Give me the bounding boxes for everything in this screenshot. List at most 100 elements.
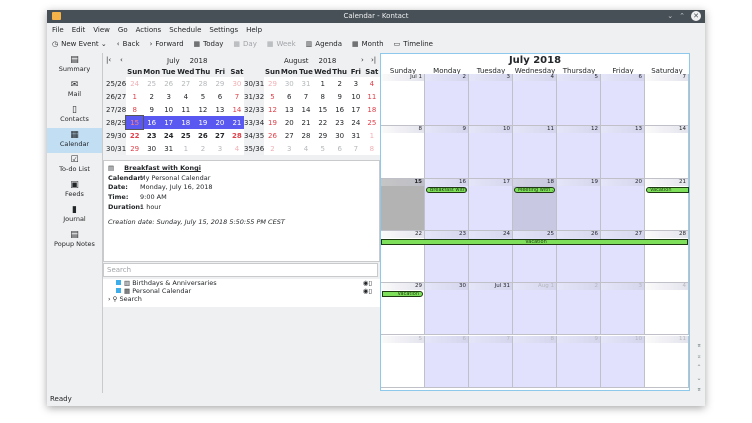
day-cell[interactable]: 11 (645, 335, 689, 388)
week-button[interactable]: ▦ Week (267, 40, 296, 48)
day-cell[interactable]: 22 (314, 116, 332, 129)
day-cell[interactable]: 13 (601, 126, 645, 179)
day-cell[interactable]: 30 (280, 77, 298, 90)
day-cell[interactable]: 30 (143, 142, 161, 155)
day-cell[interactable]: 6 (601, 74, 645, 127)
sidebar-item-calendar[interactable]: ▦ Calendar (47, 128, 102, 153)
week-number[interactable]: 34/35 (244, 129, 265, 142)
menu-help[interactable]: Help (246, 26, 263, 34)
day-cell[interactable]: 15 (314, 103, 332, 116)
prev-month-icon[interactable]: ‹ (120, 56, 123, 64)
maximize-icon[interactable]: ⌃ (679, 12, 685, 20)
sidebar-item-mail[interactable]: ✉ Mail (47, 78, 102, 103)
day-cell[interactable]: 28 (228, 129, 246, 142)
day-cell[interactable]: 15 (381, 178, 425, 231)
day-cell[interactable]: 11 (363, 90, 380, 103)
day-cell[interactable]: 2 (143, 90, 161, 103)
day-cell[interactable]: 19 (194, 116, 212, 129)
day-cell[interactable]: 5 (314, 142, 332, 155)
week-number[interactable]: 30/31 (244, 77, 265, 90)
day-cell[interactable]: Jul 1 (381, 74, 425, 127)
week-number[interactable]: 29/30 (106, 129, 127, 142)
day-cell[interactable]: 26 (264, 129, 281, 142)
menu-edit[interactable]: Edit (71, 26, 86, 34)
day-cell[interactable]: 13 (211, 103, 229, 116)
day-cell[interactable]: 17 (347, 103, 364, 116)
day-cell[interactable]: 31 (297, 77, 315, 90)
event-vacation[interactable]: Vacation (381, 238, 688, 245)
day-cell[interactable]: 3 (601, 283, 645, 336)
next-month-icon[interactable]: › (361, 56, 364, 64)
year[interactable]: 2018 (318, 57, 337, 65)
day-cell[interactable]: 11 (513, 126, 557, 179)
day-cell[interactable]: 6 (211, 90, 229, 103)
event-vacation[interactable]: Vacation (382, 291, 423, 298)
day-cell[interactable]: 23 (143, 129, 161, 142)
day-cell[interactable]: 30 (331, 129, 348, 142)
day-cell[interactable]: 2 (425, 74, 469, 127)
menu-file[interactable]: File (52, 26, 64, 34)
day-cell[interactable]: 21 (228, 116, 246, 129)
next-icon[interactable]: ⌄ (696, 375, 702, 382)
day-cell[interactable]: 12 (264, 103, 281, 116)
day-cell[interactable]: 3 (347, 77, 364, 90)
day-cell[interactable]: 6 (331, 142, 348, 155)
month-name[interactable]: August (284, 57, 309, 65)
week-number[interactable]: 33/34 (244, 116, 265, 129)
day-cell[interactable]: 7 (469, 335, 513, 388)
day-cell[interactable]: 1 (126, 90, 144, 103)
menu-settings[interactable]: Settings (209, 26, 239, 34)
day-cell[interactable]: 17 (160, 116, 178, 129)
day-cell[interactable]: 3 (160, 90, 178, 103)
event-vacation[interactable]: Vacation (646, 186, 689, 193)
expand-icon[interactable]: › (108, 295, 113, 303)
day-cell[interactable]: 3 (469, 74, 513, 127)
sidebar-item-popup-notes[interactable]: ▤ Popup Notes (47, 228, 102, 253)
day-cell[interactable]: 25 (363, 116, 380, 129)
week-number[interactable]: 27/28 (106, 103, 127, 116)
day-cell[interactable]: 8 (381, 126, 425, 179)
event-breakfast-with[interactable]: Breakfast with... (426, 186, 467, 193)
day-cell[interactable]: 5 (381, 335, 425, 388)
menu-actions[interactable]: Actions (135, 26, 162, 34)
day-cell[interactable]: 9 (425, 126, 469, 179)
day-cell[interactable]: 24 (347, 116, 364, 129)
visibility-icon[interactable]: ◉▯ (362, 279, 372, 287)
week-number[interactable]: 25/26 (106, 77, 127, 90)
next-year-icon[interactable]: ›| (371, 56, 377, 64)
day-cell[interactable]: 10 (160, 103, 178, 116)
day-cell[interactable]: 3 (280, 142, 298, 155)
day-cell[interactable]: 2 (194, 142, 212, 155)
search-input[interactable]: Search (103, 263, 378, 277)
day-cell[interactable]: 5 (194, 90, 212, 103)
day-cell[interactable]: 26 (194, 129, 212, 142)
day-cell[interactable]: 25 (143, 77, 161, 90)
day-cell[interactable]: 1 (363, 129, 380, 142)
day-cell[interactable]: 12 (557, 126, 601, 179)
day-cell[interactable]: 8 (314, 90, 332, 103)
day-cell[interactable]: 7 (228, 90, 246, 103)
new-event-button[interactable]: ◷ New Event ⌄ (52, 40, 107, 48)
day-cell[interactable]: 4 (228, 142, 246, 155)
day-cell[interactable]: 7 (297, 90, 315, 103)
day-cell[interactable]: Jul 31 (469, 283, 513, 336)
day-cell[interactable]: 5 (264, 90, 281, 103)
day-cell[interactable]: 7 (347, 142, 364, 155)
day-cell[interactable]: 24 (126, 77, 144, 90)
event-title-link[interactable]: Breakfast with Kongi (124, 164, 202, 172)
day-cell[interactable]: 20 (601, 178, 645, 231)
back-button[interactable]: ‹ Back (117, 40, 140, 48)
day-cell[interactable]: 9 (143, 103, 161, 116)
day-cell[interactable]: 19 (557, 178, 601, 231)
day-cell[interactable]: 31 (160, 142, 178, 155)
day-cell[interactable]: 30 (228, 77, 246, 90)
day-cell[interactable]: 21 (297, 116, 315, 129)
menu-go[interactable]: Go (117, 26, 128, 34)
day-cell[interactable]: 28 (297, 129, 315, 142)
day-cell[interactable]: 8 (513, 335, 557, 388)
sidebar-item-to-do-list[interactable]: ☑ To-do List (47, 153, 102, 178)
day-cell[interactable]: 27 (177, 77, 195, 90)
timeline-button[interactable]: ▭ Timeline (394, 40, 433, 48)
day-cell[interactable]: 29 (264, 77, 281, 90)
last-icon[interactable]: ⌆ (696, 386, 702, 393)
